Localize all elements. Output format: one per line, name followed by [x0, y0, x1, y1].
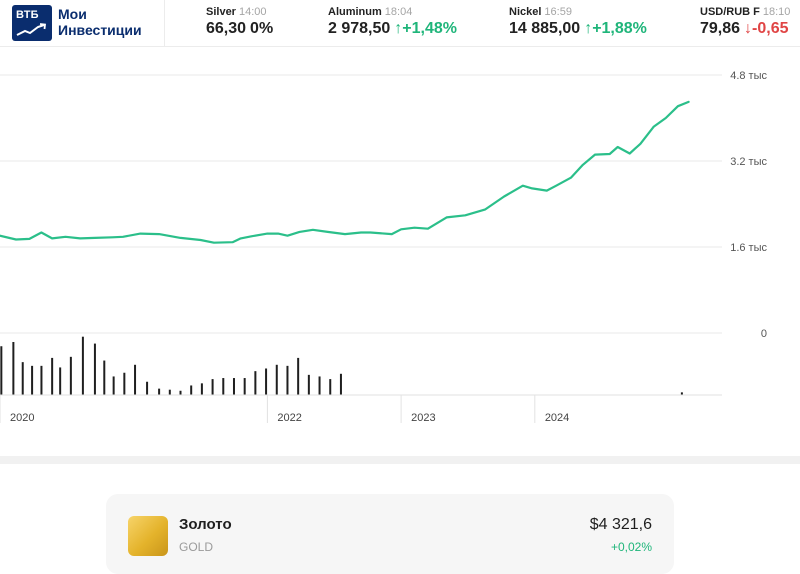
- volume-bar: [200, 383, 203, 395]
- volume-bar: [103, 360, 106, 395]
- asset-code: GOLD: [179, 540, 214, 554]
- volume-bar: [69, 356, 72, 395]
- y-tick-label: 4.8 тыс: [730, 70, 767, 82]
- ticker-time: 14:00: [238, 6, 267, 18]
- volume-bar: [158, 388, 161, 395]
- volume-bar: [112, 376, 115, 395]
- volume-bar: [222, 378, 225, 395]
- asset-name: Золото: [179, 516, 232, 533]
- x-tick-label: 2024: [545, 412, 569, 424]
- volume-bar: [168, 389, 171, 395]
- ticker-usdrub[interactable]: USD/RUB F 18:10 79,86 ↓-0,65: [700, 6, 800, 42]
- volume-bar: [190, 385, 193, 395]
- volume-bar: [680, 392, 683, 395]
- growth-arrow-icon: [16, 23, 46, 36]
- price-chart[interactable]: 4.8 тыс 3.2 тыс 1.6 тыс 0 2020 2022 2023 2024: [0, 46, 800, 456]
- ticker-time: 18:04: [384, 6, 413, 18]
- asset-change: +0,02%: [610, 540, 652, 554]
- price-line-layer: [0, 100, 690, 244]
- volume-bar: [0, 346, 3, 395]
- ticker-price: 66,30: [206, 20, 247, 37]
- volume-bar: [123, 372, 126, 395]
- volume-bar: [307, 374, 310, 395]
- chart-grid: 4.8 тыс 3.2 тыс 1.6 тыс 0: [0, 70, 767, 340]
- y-tick-label: 0: [761, 328, 767, 340]
- volume-bar: [51, 357, 54, 395]
- logo-line-2: Инвестиции: [58, 22, 142, 38]
- volume-bar: [12, 342, 15, 395]
- volume-bar: [59, 367, 62, 395]
- volume-bar: [243, 378, 246, 395]
- ticker-silver[interactable]: Silver 14:00 66,30 0%: [206, 6, 273, 42]
- volume-bar: [81, 336, 84, 395]
- arrow-down-icon: ↓: [744, 20, 753, 37]
- ticker-change: +1,88%: [592, 20, 647, 37]
- vtb-logo-icon: ВТБ: [12, 5, 52, 41]
- x-tick-label: 2020: [10, 412, 34, 424]
- volume-bar: [21, 362, 24, 395]
- ticker-price: 14 885,00: [509, 20, 581, 37]
- volume-bar: [93, 343, 96, 395]
- section-divider: [0, 456, 800, 464]
- vtb-logo[interactable]: ВТБ Мои Инвестиции: [12, 5, 164, 41]
- ticker-aluminum[interactable]: Aluminum 18:04 2 978,50 ↑+1,48%: [328, 6, 457, 42]
- ticker-price: 79,86: [700, 20, 741, 37]
- arrow-up-icon: ↑: [584, 20, 593, 37]
- ticker-change: 0%: [250, 20, 274, 37]
- x-tick-label: 2023: [411, 412, 435, 424]
- volume-bar: [211, 379, 214, 395]
- price-chart-svg[interactable]: 4.8 тыс 3.2 тыс 1.6 тыс 0 2020 2022 2023 2024: [0, 46, 800, 456]
- ticker-time: 18:10: [762, 6, 791, 18]
- volume-bar: [232, 378, 235, 395]
- header-divider: [164, 0, 165, 46]
- x-tick-label: 2022: [277, 412, 301, 424]
- volume-bar: [286, 365, 289, 395]
- volume-bar: [134, 364, 137, 395]
- asset-price: $4 321,6: [589, 516, 652, 533]
- ticker-name: USD/RUB F: [700, 6, 760, 18]
- ticker-name: Aluminum: [328, 6, 382, 18]
- volume-bar: [318, 376, 321, 395]
- y-tick-label: 1.6 тыс: [730, 242, 767, 254]
- volume-bar: [275, 364, 278, 395]
- gold-bar-icon: [128, 516, 168, 556]
- asset-card-gold[interactable]: Золото GOLD $4 321,6 +0,02%: [106, 494, 674, 574]
- arrow-up-icon: ↑: [394, 20, 403, 37]
- ticker-price: 2 978,50: [328, 20, 391, 37]
- volume-bar: [329, 379, 332, 395]
- ticker-change: -0,65: [752, 20, 789, 37]
- top-header: ВТБ Мои Инвестиции Silver 14:00 66,30 0% A…: [0, 0, 800, 47]
- volume-bar: [254, 371, 257, 395]
- volume-bar: [339, 373, 342, 395]
- y-tick-label: 3.2 тыс: [730, 156, 767, 168]
- volume-bar: [179, 390, 182, 395]
- x-axis: 2020 2022 2023 2024: [0, 394, 722, 424]
- ticker-nickel[interactable]: Nickel 16:59 14 885,00 ↑+1,88%: [509, 6, 647, 42]
- ticker-name: Silver: [206, 6, 236, 18]
- ticker-change: +1,48%: [402, 20, 457, 37]
- volume-bar: [297, 357, 300, 395]
- price-line: [0, 100, 690, 244]
- volume-bar: [265, 368, 268, 395]
- ticker-time: 16:59: [544, 6, 572, 18]
- ticker-name: Nickel: [509, 6, 542, 18]
- logo-line-1: Мои: [58, 6, 87, 22]
- logo-text: Мои Инвестиции: [58, 6, 142, 38]
- volume-bar: [31, 365, 34, 395]
- volume-bar: [146, 381, 149, 395]
- logo-brand-text: ВТБ: [16, 9, 39, 21]
- volume-bars: [0, 336, 683, 395]
- volume-bar: [40, 365, 43, 395]
